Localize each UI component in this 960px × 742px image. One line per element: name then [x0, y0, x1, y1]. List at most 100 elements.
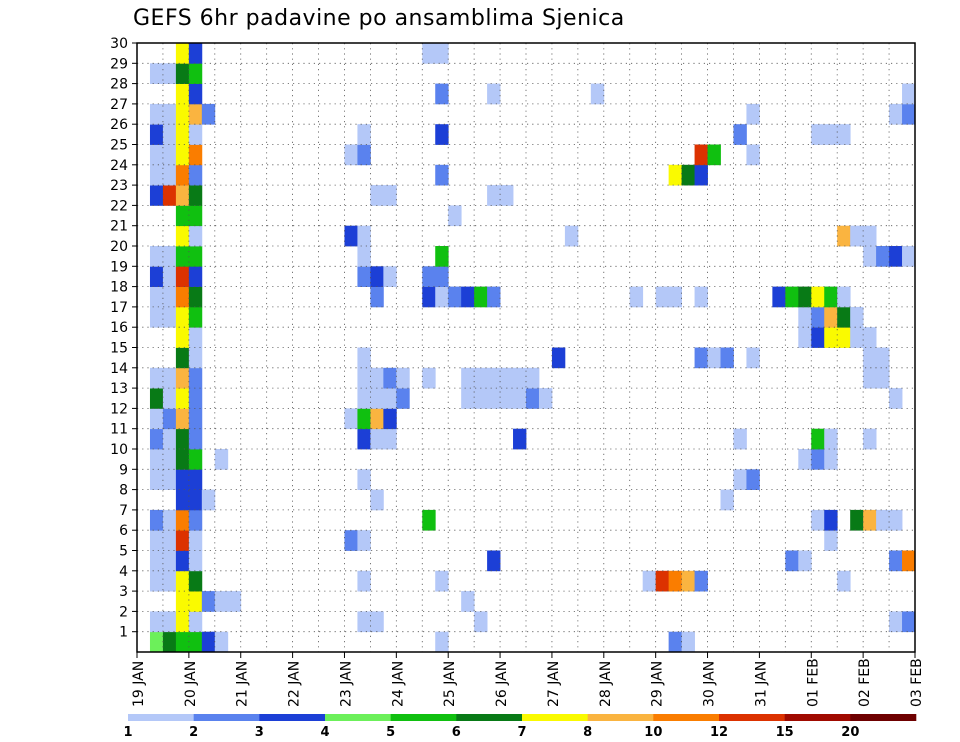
heatmap-cell [175, 246, 190, 267]
heatmap-cell [188, 124, 203, 145]
heatmap-cell [824, 327, 838, 348]
heatmap-cell [461, 367, 475, 389]
heatmap-cell [357, 428, 371, 450]
heatmap-cell [162, 185, 177, 206]
chart-title: GEFS 6hr padavine po ansamblima Sjenica [133, 6, 625, 31]
heatmap-cell [383, 185, 397, 206]
heatmap-cell [590, 83, 605, 105]
heatmap-cell [227, 591, 242, 612]
heatmap-cell [863, 225, 877, 247]
heatmap-cell [681, 631, 695, 653]
heatmap-cell [785, 286, 799, 308]
heatmap-cell [188, 591, 203, 612]
heatmap-cell [811, 286, 825, 308]
heatmap-cell [188, 83, 203, 105]
heatmap-cell [175, 469, 190, 490]
heatmap-cell [175, 83, 190, 105]
y-tick-label: 24 [110, 158, 128, 174]
x-tick-label: 23 JAN [338, 661, 354, 707]
heatmap-cell [357, 225, 371, 247]
heatmap-cell [175, 570, 190, 592]
heatmap-cell [188, 266, 203, 287]
heatmap-cell [357, 367, 371, 389]
heatmap-cell [383, 266, 397, 287]
heatmap-cell [824, 286, 838, 308]
heatmap-cell [357, 530, 371, 551]
heatmap-cell [357, 124, 371, 145]
heatmap-cell [188, 570, 203, 592]
heatmap-cell [370, 489, 384, 511]
heatmap-cell [850, 327, 864, 348]
y-tick-label: 16 [110, 320, 128, 336]
heatmap-cell [837, 225, 851, 247]
heatmap-cell [448, 205, 462, 227]
y-tick-label: 8 [119, 483, 128, 499]
heatmap-cells [149, 43, 916, 653]
legend-swatch [325, 714, 391, 721]
heatmap-cell [175, 631, 190, 653]
y-tick-label: 2 [119, 604, 128, 620]
heatmap-cell [162, 144, 177, 166]
legend-threshold-label: 20 [841, 725, 859, 740]
x-tick-label: 28 JAN [598, 661, 614, 707]
legend-swatch [390, 714, 457, 721]
heatmap-cell [863, 327, 877, 348]
heatmap-cell [175, 367, 190, 389]
heatmap-cell [733, 124, 747, 145]
x-tick-label: 20 JAN [183, 661, 199, 707]
heatmap-cell [162, 449, 177, 470]
heatmap-cell [188, 185, 203, 206]
heatmap-cell [526, 367, 540, 389]
heatmap-cell [162, 124, 177, 145]
y-tick-label: 15 [110, 341, 128, 357]
heatmap-cell [149, 266, 164, 287]
heatmap-cell [655, 570, 670, 592]
heatmap-cell [798, 449, 812, 470]
heatmap-cell [837, 327, 851, 348]
x-tick-label: 02 FEB [857, 658, 873, 707]
heatmap-cell [422, 367, 436, 389]
heatmap-cell [694, 570, 708, 592]
heatmap-cell [798, 550, 812, 572]
heatmap-cell [461, 286, 475, 308]
x-tick-label: 27 JAN [546, 661, 562, 707]
heatmap-cell [149, 428, 164, 450]
heatmap-cell [370, 388, 384, 409]
heatmap-cell [344, 408, 358, 430]
heatmap-cell [149, 570, 164, 592]
heatmap-cell [149, 408, 164, 430]
heatmap-cell [824, 306, 838, 328]
heatmap-cell [188, 449, 203, 470]
heatmap-cell [357, 388, 371, 409]
heatmap-cell [435, 246, 449, 267]
heatmap-cell [357, 144, 371, 166]
heatmap-cell [188, 489, 203, 511]
heatmap-cell [681, 570, 695, 592]
y-tick-label: 12 [110, 401, 128, 417]
heatmap-cell [435, 164, 449, 186]
heatmap-cell [694, 144, 708, 166]
legend-swatch [193, 714, 260, 721]
heatmap-cell [188, 509, 203, 531]
heatmap-cell [357, 611, 371, 633]
heatmap-cell [746, 347, 760, 369]
heatmap-cell [811, 509, 825, 531]
heatmap-cell [383, 408, 397, 430]
heatmap-cell [149, 103, 164, 125]
heatmap-cell [720, 489, 734, 511]
heatmap-cell [175, 591, 190, 612]
heatmap-cell [149, 164, 164, 186]
heatmap-cell [201, 631, 216, 653]
heatmap-cell [435, 83, 449, 105]
heatmap-cell [162, 103, 177, 125]
heatmap-cell [629, 286, 644, 308]
heatmap-cell [201, 489, 216, 511]
heatmap-cell [149, 631, 164, 653]
legend-swatch [850, 714, 917, 721]
heatmap-cell [175, 530, 190, 551]
x-tick-label: 31 JAN [753, 661, 769, 707]
heatmap-cell [188, 103, 203, 125]
heatmap-cell [175, 509, 190, 531]
heatmap-cell [863, 428, 877, 450]
y-tick-label: 30 [110, 36, 128, 52]
